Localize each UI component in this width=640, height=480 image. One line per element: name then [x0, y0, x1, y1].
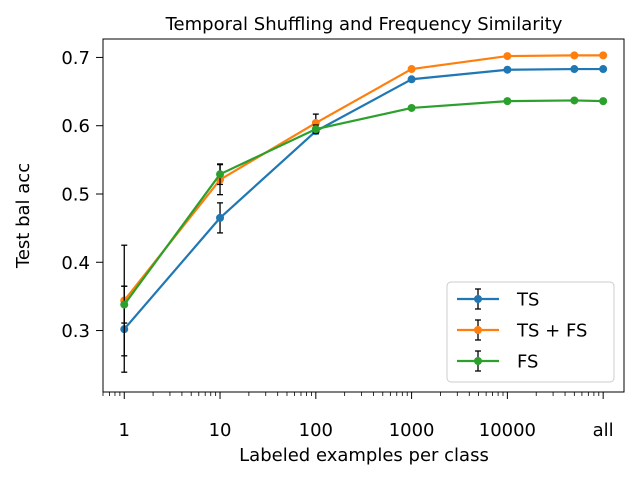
series-line-2 — [123, 99, 604, 306]
x-axis-label: Labeled examples per class — [239, 445, 489, 466]
legend-marker-1 — [474, 326, 482, 334]
legend-marker-2 — [474, 357, 482, 365]
data-point-1 — [503, 52, 512, 61]
data-point-2 — [599, 97, 608, 106]
data-point-2 — [570, 96, 579, 105]
y-tick-label: 0.3 — [61, 321, 90, 342]
chart-title: Temporal Shuffling and Frequency Similar… — [165, 14, 563, 35]
y-axis: 0.3 0.4 0.5 0.6 0.7 — [61, 48, 103, 342]
legend-box — [446, 281, 615, 383]
legend-label-0: TS — [516, 290, 539, 311]
y-tick-label: 0.6 — [61, 116, 90, 137]
data-point-2 — [216, 170, 225, 179]
legend-label-2: FS — [517, 352, 538, 373]
x-axis: 1 10 100 1000 10000 all — [102, 392, 614, 441]
x-tick-label: 1000 — [389, 420, 435, 441]
y-axis-label: Test bal acc — [13, 163, 34, 269]
data-point-1 — [407, 65, 416, 74]
y-tick-label: 0.5 — [61, 184, 90, 205]
x-tick-label: 10 — [209, 420, 232, 441]
x-tick-label: 10000 — [479, 420, 536, 441]
legend-label-1: TS + FS — [516, 321, 587, 342]
legend: TS TS + FS FS — [446, 281, 615, 383]
plot-area — [120, 51, 608, 373]
data-point-2 — [503, 97, 512, 106]
data-point-0 — [407, 75, 416, 84]
x-tick-label: 1 — [119, 420, 130, 441]
data-point-0 — [599, 65, 608, 74]
legend-marker-0 — [474, 295, 482, 303]
series-line-1 — [123, 54, 604, 302]
data-point-0 — [216, 213, 225, 222]
x-tick-label: 100 — [299, 420, 333, 441]
data-point-0 — [570, 65, 579, 74]
data-point-1 — [599, 51, 608, 60]
y-tick-label: 0.4 — [61, 253, 90, 274]
x-tick-label: all — [593, 420, 614, 441]
data-point-2 — [407, 103, 416, 112]
y-tick-label: 0.7 — [61, 48, 90, 69]
data-point-0 — [503, 65, 512, 74]
data-point-2 — [311, 125, 320, 134]
data-point-2 — [120, 300, 129, 309]
plot-frame — [102, 38, 625, 393]
data-point-1 — [570, 51, 579, 60]
